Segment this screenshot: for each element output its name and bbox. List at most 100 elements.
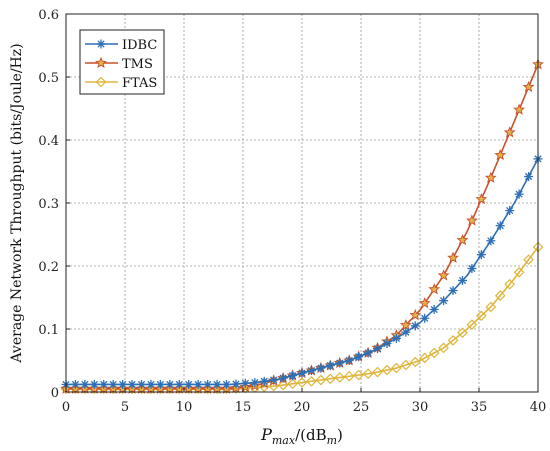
- data-point: [494, 148, 507, 161]
- x-axis-label: Pmax/(dBm): [260, 425, 343, 447]
- legend-label: FTAS: [122, 76, 157, 91]
- data-point: [438, 342, 449, 354]
- data-point: [429, 304, 439, 314]
- data-point: [70, 379, 80, 389]
- data-point: [391, 362, 402, 374]
- data-point: [419, 352, 431, 364]
- data-point: [409, 356, 421, 368]
- y-axis-label: Average Network Throughput (bits/Joule/H…: [9, 43, 25, 363]
- data-point: [259, 376, 269, 386]
- legend-label: TMS: [122, 57, 153, 72]
- x-ticks: 0 5 10 15 20 25 30 35 40: [62, 388, 546, 415]
- legend-box: [79, 29, 165, 95]
- data-point: [344, 356, 354, 365]
- data-point: [212, 379, 222, 389]
- data-point: [494, 290, 506, 301]
- x-tick-label: 5: [121, 400, 129, 415]
- legend-label: IDBC: [122, 38, 157, 53]
- legend-item-tms: TMS: [85, 56, 153, 72]
- x-label-main-sub: max: [272, 434, 296, 447]
- data-point: [306, 375, 317, 387]
- data-point: [324, 373, 336, 385]
- data-point: [80, 379, 90, 389]
- data-point: [108, 379, 118, 389]
- x-tick-label: 40: [530, 400, 547, 415]
- data-point: [513, 103, 526, 115]
- data-point: [174, 379, 184, 389]
- data-point: [240, 378, 250, 388]
- data-point: [277, 379, 289, 391]
- data-point: [439, 296, 449, 306]
- data-point: [296, 377, 308, 388]
- y-tick-label: 0.5: [38, 71, 59, 86]
- data-point: [410, 321, 420, 331]
- data-point: [155, 379, 165, 389]
- x-tick-label: 0: [62, 400, 70, 415]
- data-point: [278, 373, 288, 383]
- series-layer: [60, 58, 544, 395]
- data-point: [127, 379, 137, 389]
- data-point: [269, 375, 279, 385]
- legend-item-ftas: FTAS: [85, 76, 157, 91]
- y-tick-label: 0: [51, 386, 59, 401]
- data-point: [495, 221, 505, 231]
- y-tick-label: 0.2: [38, 260, 59, 275]
- legend-item-idbc: IDBC: [85, 38, 157, 53]
- data-point: [99, 379, 109, 389]
- data-point: [420, 313, 430, 323]
- data-point: [513, 266, 525, 278]
- data-point: [372, 366, 383, 378]
- data-point: [447, 251, 459, 263]
- data-point: [428, 347, 440, 359]
- legend-marker: [95, 76, 107, 88]
- data-point: [297, 368, 307, 378]
- data-point: [505, 206, 515, 216]
- data-point: [258, 381, 270, 393]
- data-point: [353, 369, 364, 381]
- legend-marker: [96, 39, 106, 49]
- data-point: [203, 379, 213, 389]
- x-label-mid: /(dB: [295, 426, 327, 444]
- data-point: [522, 80, 535, 93]
- data-point: [184, 379, 194, 389]
- data-point: [363, 348, 373, 358]
- data-point: [447, 334, 459, 346]
- x-tick-label: 20: [294, 400, 311, 415]
- x-tick-label: 15: [235, 400, 252, 415]
- data-point: [523, 254, 534, 266]
- data-point: [287, 378, 298, 390]
- x-label-mid-sub: m: [327, 434, 337, 447]
- x-tick-label: 10: [176, 400, 193, 415]
- data-point: [316, 363, 326, 373]
- data-point: [231, 379, 241, 389]
- data-point: [334, 372, 346, 383]
- data-point: [504, 278, 516, 290]
- y-tick-label: 0.1: [38, 323, 59, 338]
- y-tick-label: 0.3: [38, 197, 59, 212]
- x-label-end: ): [337, 426, 343, 444]
- data-point: [315, 374, 327, 386]
- y-tick-label: 0.4: [38, 134, 59, 149]
- data-point: [391, 333, 401, 343]
- y-tick-label: 0.6: [38, 8, 59, 23]
- data-point: [118, 379, 128, 389]
- data-point: [484, 171, 497, 183]
- data-point: [354, 352, 364, 362]
- y-ticks: 0 0.1 0.2 0.3 0.4 0.5 0.6: [38, 8, 70, 401]
- data-point: [466, 214, 478, 226]
- data-point: [399, 319, 412, 331]
- data-point: [373, 344, 383, 354]
- data-point: [343, 370, 355, 382]
- data-point: [485, 301, 497, 313]
- x-tick-label: 25: [353, 400, 370, 415]
- data-point: [476, 310, 487, 322]
- data-point: [456, 233, 469, 246]
- data-point: [476, 250, 486, 260]
- data-point: [503, 126, 516, 138]
- series-idbc: [61, 154, 543, 389]
- data-point: [437, 269, 450, 281]
- data-point: [466, 319, 478, 330]
- data-point: [193, 379, 203, 389]
- x-label-main: P: [260, 425, 272, 444]
